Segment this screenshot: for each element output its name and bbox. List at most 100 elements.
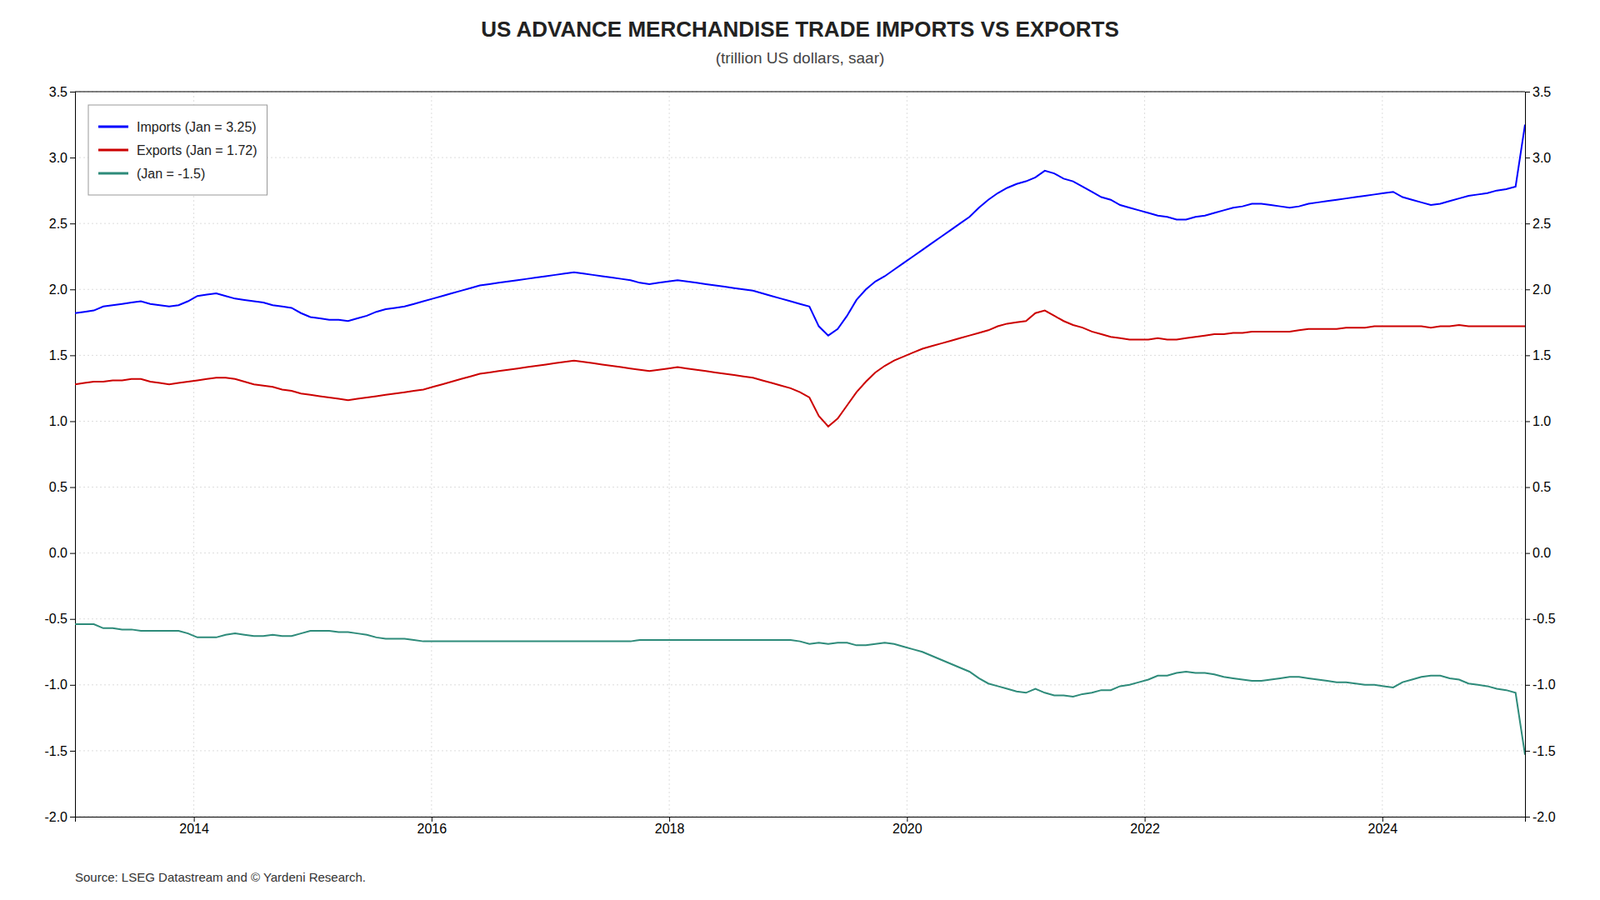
grid-line-y [75, 289, 1525, 290]
tick-label: -0.5 [44, 611, 68, 626]
tick-mark [1525, 223, 1530, 225]
tick: 1.5 [49, 348, 75, 363]
annotation: Source: LSEG Datastream and © Yardeni Re… [75, 870, 366, 885]
grid-line-y [75, 486, 1525, 488]
tick: 2014 [179, 816, 210, 836]
tick-mark [1525, 619, 1530, 620]
tick: 3.0 [1525, 150, 1551, 165]
tick-mark [70, 420, 75, 422]
tick-mark [1382, 816, 1384, 822]
series-line [75, 310, 1525, 427]
tick-mark [1525, 816, 1530, 818]
tick-mark [1525, 487, 1530, 489]
tick-label: 2016 [417, 821, 448, 836]
grid-line-x [430, 91, 432, 817]
tick-mark [1525, 157, 1530, 159]
grid-line-x [1381, 91, 1383, 817]
title: US ADVANCE MERCHANDISE TRADE IMPORTS VS … [480, 16, 1120, 42]
tick-mark [669, 816, 670, 822]
grid-line-y [75, 157, 1525, 159]
tick-label: -0.5 [1532, 611, 1556, 626]
tick: 1.5 [1525, 348, 1551, 363]
grid-line-x [1144, 91, 1145, 817]
tick-mark [70, 91, 75, 93]
tick: 2.0 [1525, 282, 1551, 297]
tick-mark [1525, 355, 1530, 356]
tick: 3.5 [49, 85, 75, 100]
tick: 3.0 [49, 150, 75, 165]
grid-line-y [75, 355, 1525, 356]
grid-line-y [75, 420, 1525, 422]
tick-label: 3.0 [49, 150, 68, 165]
title-group: US ADVANCE MERCHANDISE TRADE IMPORTS VS … [480, 16, 1120, 67]
tick-mark [70, 816, 75, 818]
tick: -2.0 [44, 810, 75, 825]
grid-line-y [75, 618, 1525, 620]
tick-label: -2.0 [44, 810, 68, 825]
legend-item: Imports (Jan = 3.25) [98, 120, 257, 135]
tick: -1.0 [44, 677, 75, 692]
tick: 1.0 [49, 414, 75, 429]
legend-swatch [98, 125, 129, 129]
tick-label: 2.0 [1532, 282, 1551, 297]
axis-line [1525, 92, 1531, 818]
tick-label: 0.0 [49, 545, 68, 560]
series-line [75, 125, 1525, 336]
grid-line-y [75, 750, 1525, 751]
tick-mark [1525, 91, 1530, 93]
tick-mark [1525, 750, 1530, 752]
tick: -1.5 [1525, 744, 1556, 759]
tick: 2022 [1130, 816, 1160, 836]
tick-mark [70, 487, 75, 489]
legend-swatch [98, 172, 129, 175]
chart: US ADVANCE MERCHANDISE TRADE IMPORTS VS … [0, 0, 1600, 900]
tick: 2016 [417, 816, 448, 836]
grid-line-y [75, 552, 1525, 554]
tick-label: 0.5 [49, 480, 68, 495]
tick-label: 2022 [1130, 821, 1160, 836]
tick: 2024 [1368, 816, 1399, 836]
tick-label: 3.5 [49, 85, 68, 100]
legend-label: Exports (Jan = 1.72) [136, 143, 258, 158]
legend-item: (Jan = -1.5) [98, 166, 205, 181]
tick-mark [194, 816, 195, 822]
tick-mark [906, 816, 908, 822]
x-axis: 2014 2016 2018 2020 2022 2024 [75, 816, 1526, 836]
tick-label: 1.0 [1532, 414, 1551, 429]
tick-mark [431, 816, 433, 822]
tick-label: 2020 [892, 821, 923, 836]
tick-label: 0.0 [1532, 545, 1551, 560]
grid-line-x [669, 91, 670, 817]
axis-line [75, 817, 1526, 823]
tick-label: -1.5 [44, 744, 68, 759]
tick: -2.0 [1525, 810, 1556, 825]
tick-mark [70, 157, 75, 159]
tick: 0.0 [1525, 545, 1551, 560]
tick-label: 3.0 [1532, 150, 1551, 165]
tick: 2018 [655, 816, 685, 836]
grid-line-y [75, 684, 1525, 685]
tick-mark [1525, 685, 1530, 686]
tick-mark [70, 355, 75, 356]
legend-label: (Jan = -1.5) [136, 166, 205, 181]
tick: -0.5 [44, 611, 75, 626]
tick: 2.5 [49, 216, 75, 231]
grid-line-x [193, 91, 195, 817]
tick-label: 2014 [179, 821, 210, 836]
tick-label: -1.0 [44, 677, 68, 692]
axis-line [70, 92, 76, 818]
tick: 2.0 [49, 282, 75, 297]
grid-line-y [75, 223, 1525, 225]
tick-label: 2.5 [49, 216, 68, 231]
grid [75, 91, 1525, 817]
tick-label: -2.0 [1532, 810, 1556, 825]
grid-line-x [906, 91, 908, 817]
legend-item: Exports (Jan = 1.72) [98, 143, 258, 158]
tick-label: 2024 [1368, 821, 1399, 836]
tick: 2020 [892, 816, 923, 836]
subtitle: (trillion US dollars, saar) [715, 49, 885, 67]
tick: 3.5 [1525, 85, 1551, 100]
y-axis: -2.0 -1.5 -1.0 -0.5 0.0 0.5 1.0 1.5 2.0 2.5 3.0 3.5 [44, 85, 75, 825]
tick: 1.0 [1525, 414, 1551, 429]
frame-top [75, 91, 1525, 93]
